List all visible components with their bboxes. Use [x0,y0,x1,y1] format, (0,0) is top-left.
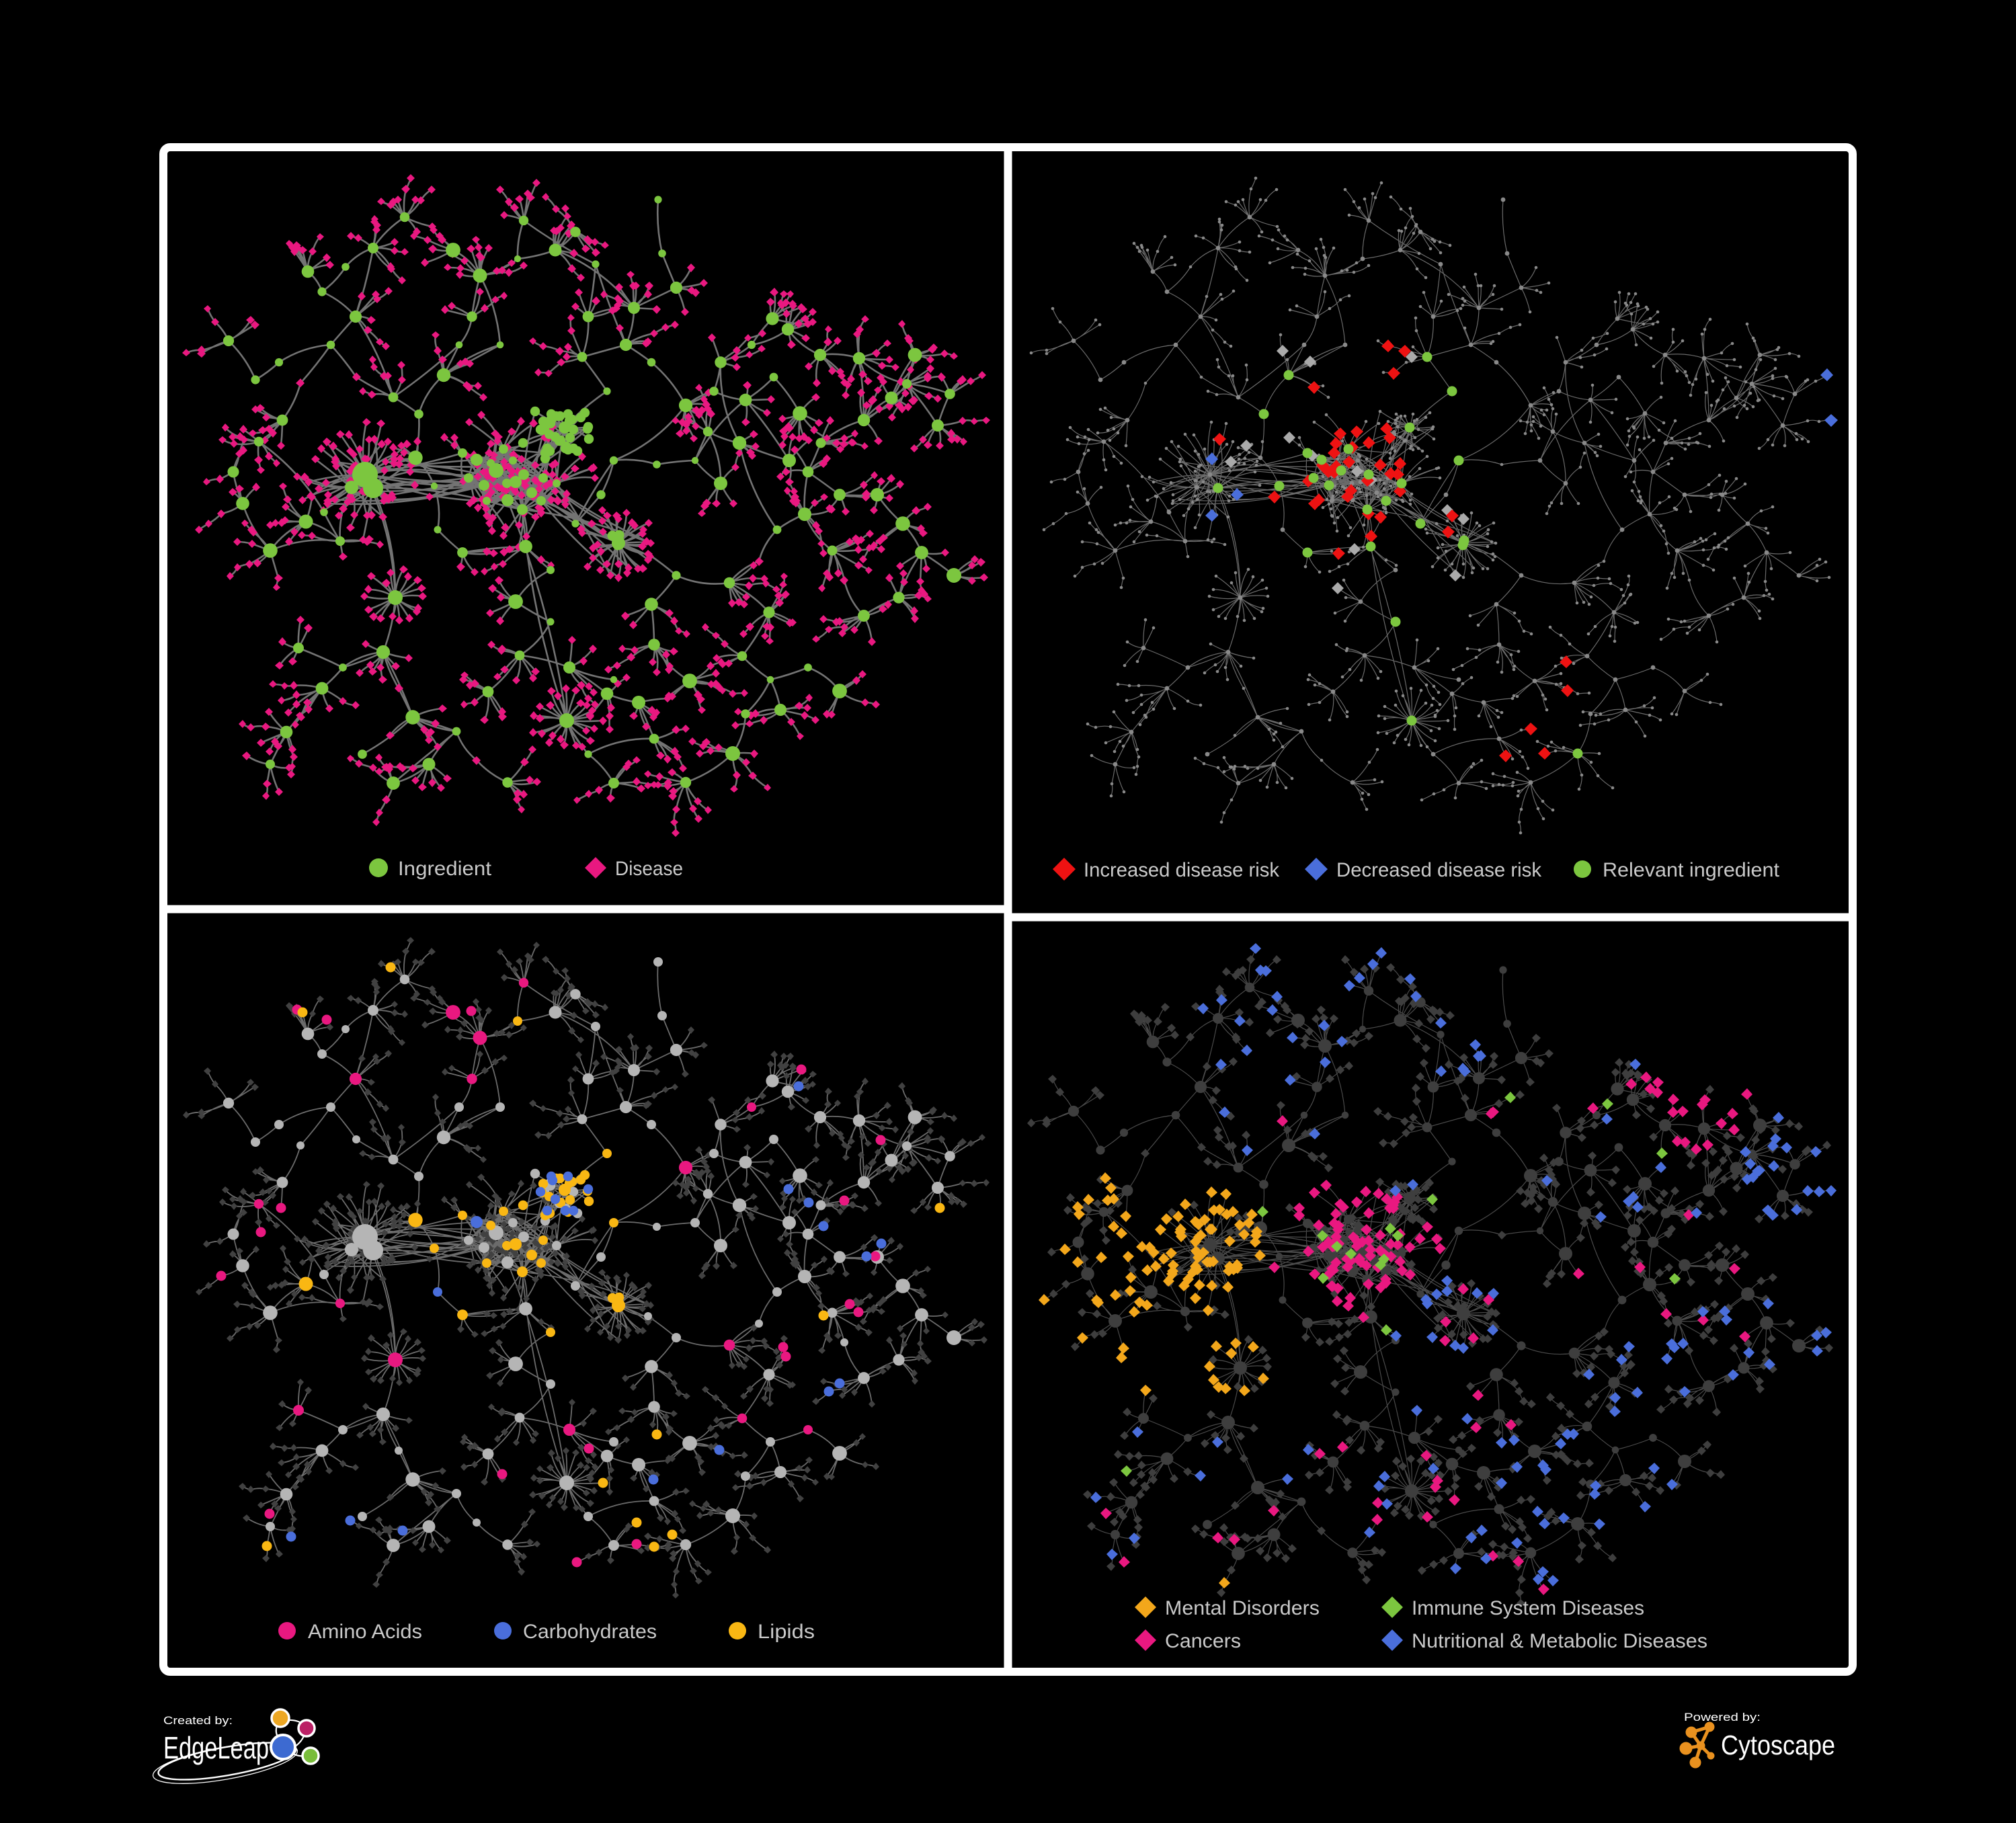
svg-text:Disease: Disease [615,858,683,880]
svg-text:Amino Acids: Amino Acids [308,1621,422,1643]
svg-text:Lipids: Lipids [758,1621,815,1643]
svg-text:EdgeLeap: EdgeLeap [163,1730,269,1765]
svg-text:Cytoscape: Cytoscape [1721,1730,1835,1760]
svg-text:Relevant ingredient: Relevant ingredient [1603,859,1780,881]
svg-text:Immune System Diseases: Immune System Diseases [1412,1597,1644,1619]
svg-text:Powered by:: Powered by: [1684,1711,1761,1724]
svg-text:Nutritional & Metabolic Diseas: Nutritional & Metabolic Diseases [1412,1630,1707,1652]
svg-text:Cancers: Cancers [1165,1630,1241,1652]
svg-text:Increased disease risk: Increased disease risk [1084,859,1280,881]
svg-text:Mental Disorders: Mental Disorders [1165,1597,1320,1619]
svg-text:Decreased disease risk: Decreased disease risk [1336,859,1542,881]
svg-text:Created by:: Created by: [163,1714,233,1727]
svg-text:Ingredient: Ingredient [398,858,492,880]
svg-text:Carbohydrates: Carbohydrates [523,1621,657,1643]
